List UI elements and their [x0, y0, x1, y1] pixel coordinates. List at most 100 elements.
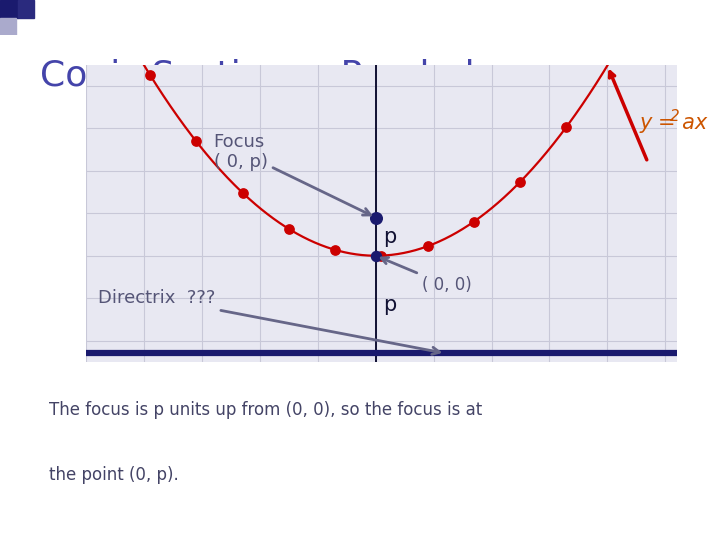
Bar — [1, 0, 3, 23]
Bar — [1, 0, 4, 23]
Bar — [3, 0, 5, 23]
Bar — [1, 0, 4, 23]
Point — [422, 242, 433, 251]
Bar — [1, 0, 4, 23]
Bar — [1, 0, 4, 23]
Bar — [3, 0, 5, 23]
Bar — [18, 0, 34, 17]
Bar — [1, 0, 4, 23]
Bar — [1, 0, 4, 23]
Bar — [1, 0, 4, 23]
Bar — [1, 0, 4, 23]
Text: p: p — [383, 294, 396, 314]
Bar — [1, 0, 3, 23]
Bar — [1, 0, 4, 23]
Bar — [0, 0, 3, 23]
Bar — [1, 0, 4, 23]
Bar — [2, 0, 5, 23]
Bar — [1, 0, 4, 23]
Bar — [1, 0, 4, 23]
Point — [237, 188, 248, 197]
Bar — [2, 0, 5, 23]
Bar — [2, 0, 5, 23]
Bar — [2, 0, 5, 23]
Bar — [0, 0, 3, 23]
Bar — [1, 0, 3, 23]
Bar — [1, 0, 4, 23]
Bar — [1, 0, 4, 23]
Bar — [0, 0, 3, 23]
Bar — [2, 0, 5, 23]
Bar — [1, 0, 4, 23]
Bar — [1, 0, 4, 23]
Bar — [1, 0, 3, 23]
Bar — [3, 0, 5, 23]
Text: 2: 2 — [670, 109, 680, 124]
Bar — [3, 0, 5, 23]
Bar — [0, 0, 3, 23]
Bar — [2, 0, 4, 23]
Bar — [0, 0, 3, 23]
Bar — [3, 0, 5, 23]
Bar — [1, 0, 4, 23]
Bar — [2, 0, 5, 23]
Bar — [1, 0, 3, 23]
Bar — [1, 0, 4, 23]
Point — [607, 53, 618, 62]
Bar — [1, 0, 4, 23]
Bar — [3, 0, 5, 23]
Bar — [1, 0, 4, 23]
Bar — [1, 0, 4, 23]
Bar — [1, 0, 3, 23]
Bar — [1, 0, 4, 23]
Bar — [1, 0, 4, 23]
Bar — [2, 0, 4, 23]
Bar — [2, 0, 5, 23]
Bar — [0, 0, 3, 23]
Bar — [1, 0, 4, 23]
Bar — [1, 0, 3, 23]
Bar — [2, 0, 5, 23]
Bar — [1, 0, 4, 23]
Bar — [2, 0, 4, 23]
Point — [560, 123, 572, 131]
Bar — [1, 0, 4, 23]
Bar — [0, 17, 16, 35]
Bar — [1, 0, 3, 23]
Bar — [1, 0, 4, 23]
Bar — [2, 0, 5, 23]
Bar — [1, 0, 3, 23]
Bar — [1, 0, 3, 23]
Bar — [1, 0, 4, 23]
Bar — [2, 0, 5, 23]
Bar — [1, 0, 4, 23]
Bar — [1, 0, 4, 23]
Bar — [0, 0, 3, 23]
Bar — [1, 0, 4, 23]
Bar — [2, 0, 5, 23]
Bar — [1, 0, 4, 23]
Bar — [1, 0, 4, 23]
Bar — [2, 0, 5, 23]
Bar — [0, 0, 3, 23]
Bar — [2, 0, 5, 23]
Bar — [3, 0, 5, 23]
Bar — [1, 0, 4, 23]
Bar — [1, 0, 4, 23]
Bar — [1, 0, 4, 23]
Bar — [1, 0, 4, 23]
Bar — [1, 0, 4, 23]
Bar — [0, 0, 3, 23]
Bar — [1, 0, 4, 23]
Bar — [2, 0, 5, 23]
Bar — [1, 0, 4, 23]
Bar — [0, 0, 18, 17]
Bar — [2, 0, 5, 23]
Point — [144, 71, 156, 79]
Bar — [1, 0, 4, 23]
Bar — [1, 0, 4, 23]
Bar — [0, 0, 3, 23]
Bar — [1, 0, 4, 23]
Bar — [2, 0, 5, 23]
Bar — [3, 0, 5, 23]
